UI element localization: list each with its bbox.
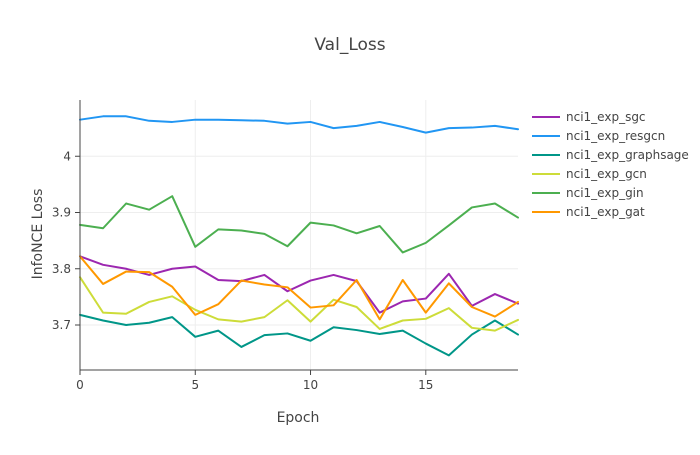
series-lines bbox=[79, 115, 519, 357]
legend-label: nci1_exp_graphsage bbox=[566, 148, 689, 162]
legend-item-nci1-exp-graphsage[interactable]: nci1_exp_graphsage bbox=[532, 148, 689, 162]
axes: 0 5 10 15 3.7 3.8 3.9 4 bbox=[52, 100, 518, 392]
y-tick-label: 3.9 bbox=[52, 206, 71, 220]
series-line-nci1-exp-gat[interactable] bbox=[79, 255, 519, 321]
legend-label: nci1_exp_gat bbox=[566, 205, 645, 219]
legend-item-nci1-exp-resgcn[interactable]: nci1_exp_resgcn bbox=[532, 129, 665, 143]
legend-item-nci1-exp-gin[interactable]: nci1_exp_gin bbox=[532, 186, 644, 200]
series-line-nci1-exp-resgcn[interactable] bbox=[79, 115, 519, 134]
x-tick-label: 15 bbox=[418, 378, 433, 392]
grid-lines bbox=[80, 100, 518, 370]
y-axis-label: InfoNCE Loss bbox=[30, 189, 46, 280]
legend-item-nci1-exp-gcn[interactable]: nci1_exp_gcn bbox=[532, 167, 647, 181]
chart-title: Val_Loss bbox=[314, 35, 385, 55]
y-tick-label: 3.8 bbox=[52, 262, 71, 276]
y-tick-label: 4 bbox=[63, 149, 71, 163]
y-tick-label: 3.7 bbox=[52, 318, 71, 332]
series-line-nci1-exp-gcn[interactable] bbox=[79, 276, 519, 332]
legend-label: nci1_exp_gcn bbox=[566, 167, 647, 181]
x-tick-label: 10 bbox=[303, 378, 318, 392]
legend-item-nci1-exp-gat[interactable]: nci1_exp_gat bbox=[532, 205, 645, 219]
legend-label: nci1_exp_gin bbox=[566, 186, 644, 200]
series-line-nci1-exp-gin[interactable] bbox=[79, 195, 519, 254]
legend[interactable]: nci1_exp_sgc nci1_exp_resgcn nci1_exp_grap… bbox=[532, 110, 689, 219]
legend-label: nci1_exp_sgc bbox=[566, 110, 646, 124]
x-tick-label: 0 bbox=[76, 378, 84, 392]
x-tick-label: 5 bbox=[191, 378, 199, 392]
series-line-nci1-exp-graphsage[interactable] bbox=[79, 313, 519, 357]
x-axis-label: Epoch bbox=[277, 410, 320, 426]
legend-item-nci1-exp-sgc[interactable]: nci1_exp_sgc bbox=[532, 110, 646, 124]
legend-label: nci1_exp_resgcn bbox=[566, 129, 665, 143]
